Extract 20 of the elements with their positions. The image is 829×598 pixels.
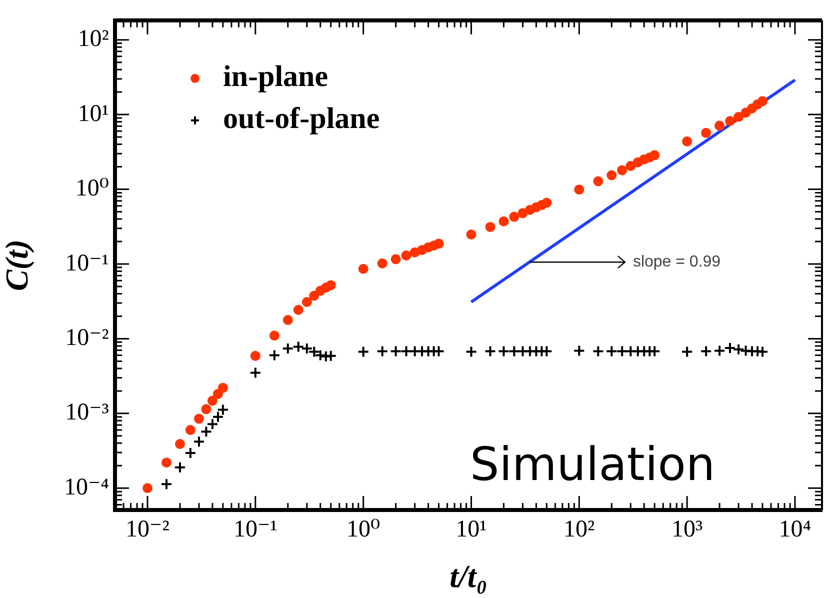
y-tick-label: 10⁻³ xyxy=(65,400,109,426)
x-tick-label: 10³ xyxy=(671,516,703,543)
annotation: slope = 0.99 xyxy=(632,254,721,271)
y-tick-label: 10¹ xyxy=(78,100,109,127)
x-tick-label: 10⁻¹ xyxy=(233,516,278,543)
y-tick-label: 10⁰ xyxy=(75,176,109,202)
x-tick-label: 10⁰ xyxy=(346,516,380,543)
x-axis-title: t/t₀ xyxy=(450,558,488,594)
y-axis-title: C(t) xyxy=(0,239,34,291)
x-tick-label: 10⁻² xyxy=(126,516,170,543)
y-tick-label: 10⁻¹ xyxy=(65,250,109,276)
x-tick-label: 10⁴ xyxy=(778,516,812,543)
x-tick-label: 10¹ xyxy=(456,516,487,543)
annotation: Simulation xyxy=(470,436,716,491)
y-tick-label: 10⁻⁴ xyxy=(64,474,109,500)
x-tick-label: 10² xyxy=(564,516,595,543)
y-tick-label: 10² xyxy=(78,26,109,52)
legend-label: in-plane xyxy=(223,60,328,94)
y-tick-label: 10⁻² xyxy=(65,325,109,352)
legend-label: out-of-plane xyxy=(223,102,380,136)
